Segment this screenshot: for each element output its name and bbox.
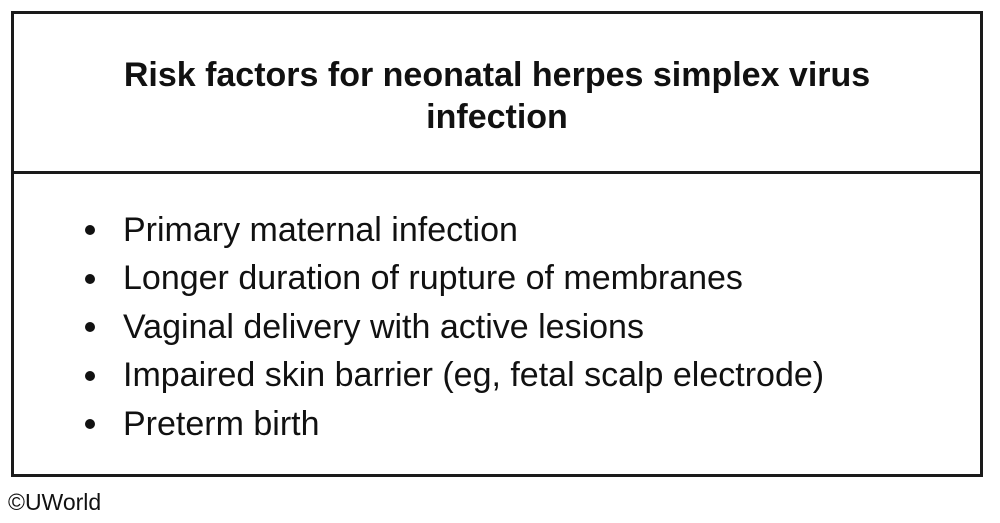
list-item: Longer duration of rupture of membranes: [82, 255, 824, 304]
copyright-notice: ©UWorld: [8, 489, 102, 515]
table-title: Risk factors for neonatal herpes simplex…: [123, 55, 871, 136]
list-item-text: Longer duration of rupture of membranes: [123, 259, 743, 298]
bullet-icon: [85, 370, 95, 381]
bullet-icon: [85, 419, 95, 430]
risk-factor-list: Primary maternal infection Longer durati…: [82, 206, 824, 449]
table-header: Risk factors for neonatal herpes simplex…: [14, 14, 980, 174]
list-item: Preterm birth: [82, 400, 824, 449]
risk-factors-table: Risk factors for neonatal herpes simplex…: [11, 11, 983, 477]
list-item: Impaired skin barrier (eg, fetal scalp e…: [82, 352, 824, 401]
bullet-icon: [85, 322, 95, 333]
list-item: Primary maternal infection: [82, 206, 824, 255]
bullet-icon: [85, 273, 95, 284]
list-item-text: Primary maternal infection: [123, 210, 518, 249]
bullet-icon: [85, 225, 95, 236]
list-item: Vaginal delivery with active lesions: [82, 303, 824, 352]
list-item-text: Vaginal delivery with active lesions: [123, 307, 644, 346]
list-item-text: Preterm birth: [123, 404, 320, 443]
list-item-text: Impaired skin barrier (eg, fetal scalp e…: [123, 356, 825, 395]
